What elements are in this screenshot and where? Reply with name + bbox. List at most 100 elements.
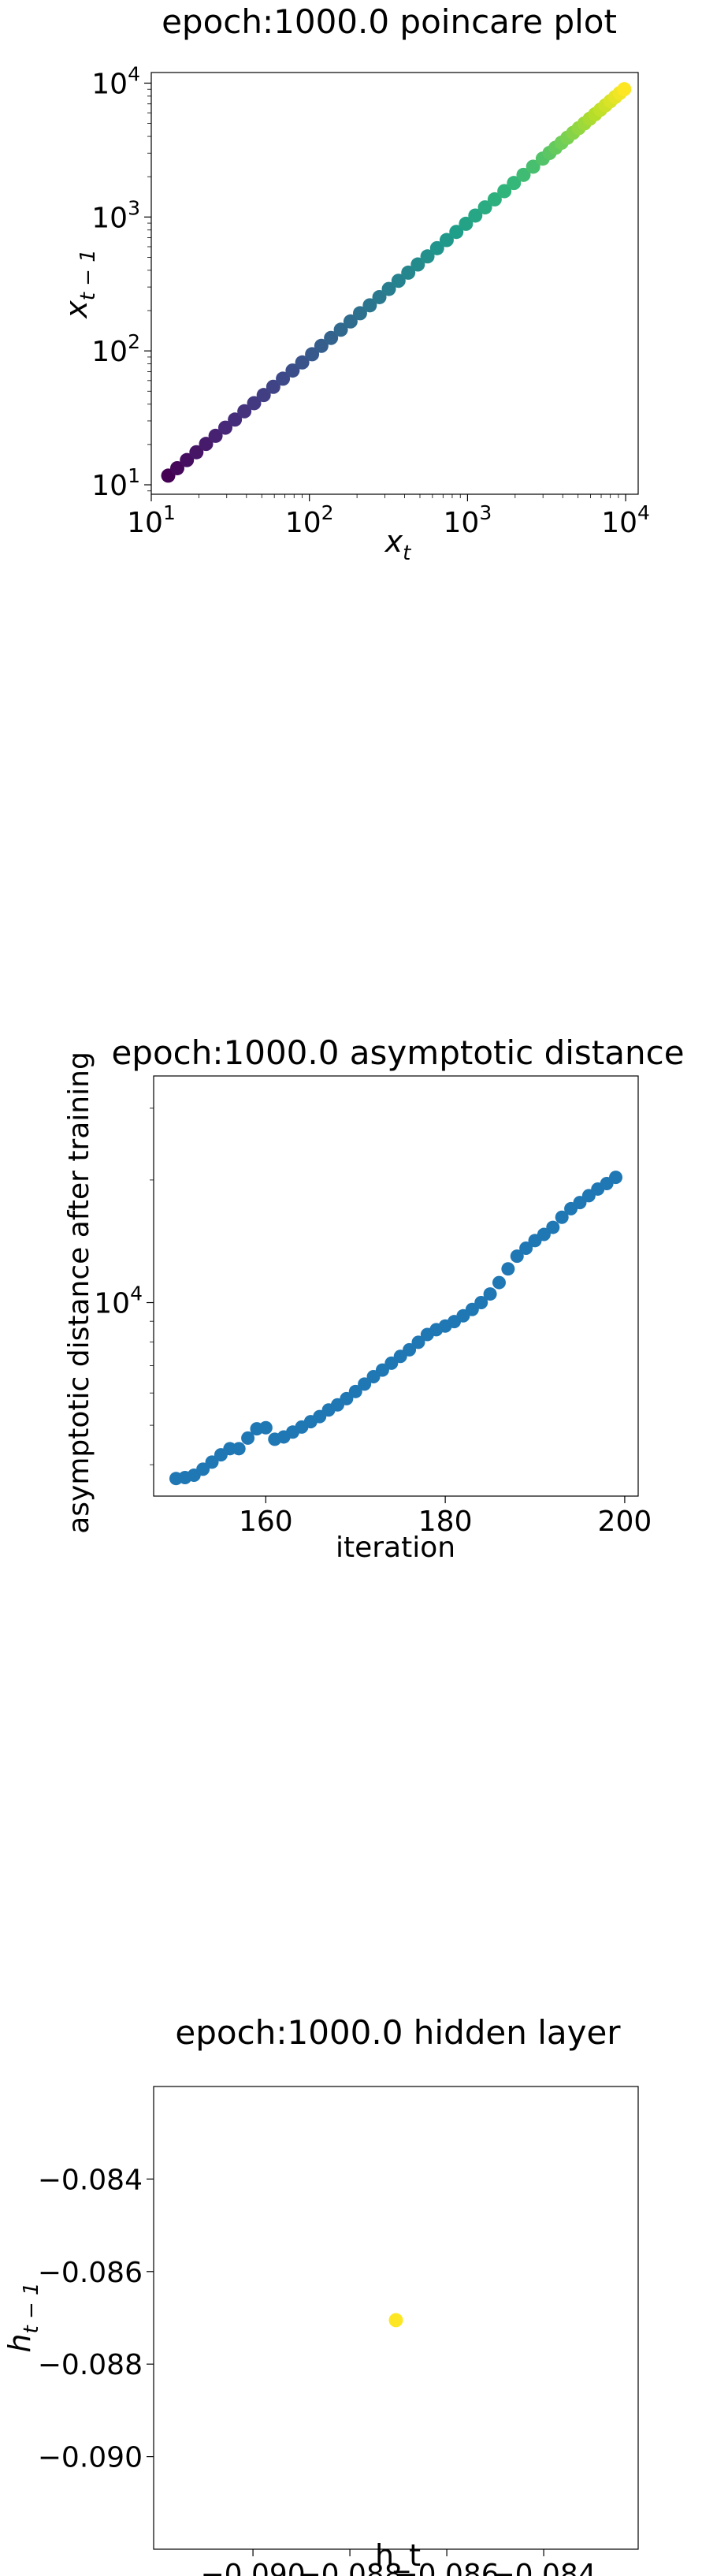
asymptotic-point xyxy=(196,1462,210,1476)
poincare-point xyxy=(199,437,214,452)
poincare-point xyxy=(324,330,339,345)
poincare-point xyxy=(439,233,454,248)
poincare-x-tick-labels: 101 102 103 104 xyxy=(127,501,650,539)
poincare-point xyxy=(208,428,223,443)
poincare-x-axis-label: xt xyxy=(384,524,412,565)
hidden-layer-points xyxy=(388,2313,403,2328)
poincare-point xyxy=(343,314,358,329)
poincare-point xyxy=(617,82,632,97)
asymptotic-x-axis-label: iteration xyxy=(336,1532,455,1564)
asymptotic-point xyxy=(358,1377,372,1391)
asymptotic-point xyxy=(609,1171,623,1185)
poincare-point xyxy=(477,200,492,215)
x-tick-label: 104 xyxy=(601,501,650,539)
poincare-points xyxy=(161,82,632,483)
poincare-y-axis-label: xt − 1 xyxy=(59,249,100,319)
asymptotic-point xyxy=(501,1262,515,1276)
poincare-point xyxy=(305,347,320,362)
poincare-point xyxy=(391,274,406,288)
asymptotic-chart: epoch:1000.0 asymptotic distance 160 180 2… xyxy=(63,1033,685,1564)
x-tick-label: 200 xyxy=(598,1506,652,1538)
asymptotic-point xyxy=(348,1384,362,1398)
poincare-y-axis-label-sub: t − 1 xyxy=(76,249,100,300)
poincare-x-axis-label-sub: t xyxy=(403,542,411,565)
poincare-point xyxy=(295,355,310,370)
asymptotic-y-tick-labels: 104 xyxy=(94,1282,143,1320)
poincare-tick-marks xyxy=(144,82,626,501)
poincare-point xyxy=(526,159,540,174)
asymptotic-point xyxy=(258,1420,273,1435)
hidden-layer-title: epoch:1000.0 hidden layer xyxy=(175,2013,621,2052)
asymptotic-point xyxy=(403,1342,417,1357)
poincare-point xyxy=(459,216,474,231)
x-tick-label: 102 xyxy=(285,501,334,539)
y-tick-label: 104 xyxy=(91,62,140,100)
poincare-point xyxy=(516,167,531,182)
hidden-layer-y-axis-label: ht − 1 xyxy=(2,2282,43,2352)
hidden-layer-tick-marks xyxy=(147,2178,544,2556)
poincare-point xyxy=(314,338,329,353)
asymptotic-points xyxy=(169,1171,623,1486)
poincare-title: epoch:1000.0 poincare plot xyxy=(162,2,617,41)
poincare-point xyxy=(217,420,232,435)
poincare-point xyxy=(487,192,502,207)
poincare-point xyxy=(420,249,435,264)
hidden-layer-x-tick-labels: −0.090−0.088−0.086−0.084 xyxy=(200,2559,596,2576)
poincare-point xyxy=(381,281,396,296)
y-tick-label: 102 xyxy=(91,330,140,368)
poincare-point xyxy=(429,240,444,255)
asymptotic-point xyxy=(241,1431,255,1445)
poincare-point xyxy=(401,265,416,280)
asymptotic-point xyxy=(232,1442,246,1456)
poincare-point xyxy=(410,257,425,272)
poincare-point xyxy=(266,379,280,394)
asymptotic-point xyxy=(519,1241,533,1256)
poincare-point xyxy=(180,452,195,467)
x-tick-label: −0.088 xyxy=(297,2559,402,2576)
x-tick-label: 160 xyxy=(239,1506,293,1538)
asymptotic-point xyxy=(340,1391,354,1405)
poincare-point xyxy=(228,412,243,427)
asymptotic-point xyxy=(510,1249,524,1264)
y-tick-label: −0.084 xyxy=(38,2164,143,2196)
hidden-layer-chart: epoch:1000.0 hidden layer −0.090−0.088−0… xyxy=(2,2013,639,2576)
asymptotic-point xyxy=(492,1275,506,1290)
poincare-point xyxy=(468,208,483,223)
asymptotic-point xyxy=(483,1287,497,1301)
hidden-layer-y-tick-labels: −0.084 −0.086 −0.088 −0.090 xyxy=(38,2164,143,2474)
poincare-point xyxy=(247,396,262,411)
poincare-point xyxy=(256,388,271,403)
poincare-point xyxy=(333,322,348,337)
x-tick-label: −0.090 xyxy=(200,2559,305,2576)
poincare-point xyxy=(285,363,300,378)
asymptotic-point xyxy=(411,1335,425,1349)
poincare-point xyxy=(362,298,377,313)
x-tick-label: −0.086 xyxy=(394,2559,499,2576)
x-tick-label: 101 xyxy=(127,501,176,539)
poincare-point xyxy=(189,445,204,460)
asymptotic-point xyxy=(555,1210,569,1224)
poincare-chart: epoch:1000.0 poincare plot 101 102 103 104 … xyxy=(59,2,650,565)
hidden-layer-point xyxy=(388,2313,403,2328)
y-tick-label: −0.086 xyxy=(38,2257,143,2289)
y-tick-label: 103 xyxy=(91,196,140,234)
hidden-layer-y-axis-label-sub: t − 1 xyxy=(20,2282,43,2333)
poincare-y-tick-labels: 101 102 103 104 xyxy=(91,62,140,502)
y-tick-label: −0.090 xyxy=(38,2442,143,2474)
asymptotic-plot-area xyxy=(153,1075,639,1497)
asymptotic-point xyxy=(546,1220,560,1234)
y-tick-label: −0.088 xyxy=(38,2349,143,2381)
asymptotic-y-axis-label: asymptotic distance after training xyxy=(63,1052,95,1534)
x-tick-label: 180 xyxy=(418,1506,473,1538)
poincare-point xyxy=(507,176,522,191)
y-tick-label: 104 xyxy=(94,1282,143,1320)
poincare-point xyxy=(237,404,252,419)
poincare-point xyxy=(372,289,387,304)
y-tick-label: 101 xyxy=(91,464,140,502)
poincare-point xyxy=(352,306,367,321)
x-tick-label: −0.084 xyxy=(491,2559,596,2576)
asymptotic-x-tick-labels: 160 180 200 xyxy=(239,1506,652,1538)
hidden-layer-x-axis-label: h_t xyxy=(375,2538,421,2573)
asymptotic-point xyxy=(205,1455,219,1469)
